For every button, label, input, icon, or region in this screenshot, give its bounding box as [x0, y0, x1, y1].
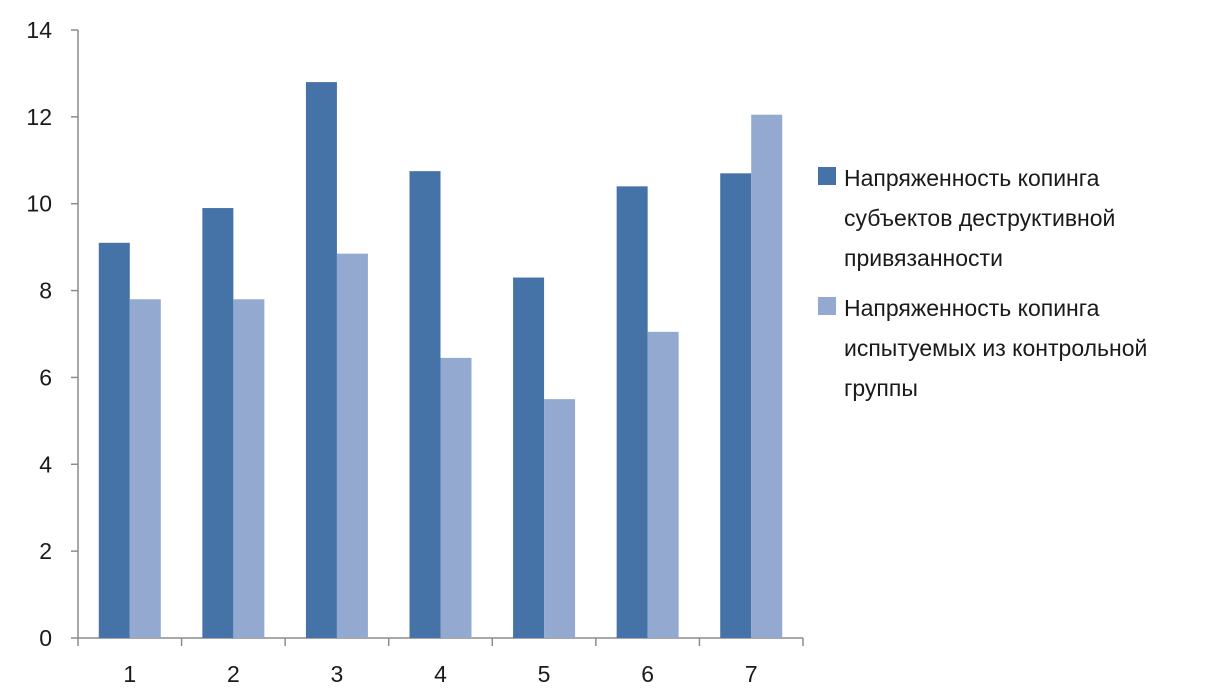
bar-series-2-cat-1	[129, 299, 161, 638]
bars	[98, 82, 783, 639]
y-tick-label: 10	[26, 191, 52, 217]
x-tick-label: 5	[538, 661, 551, 687]
x-tick-label: 3	[331, 661, 344, 687]
legend-item-series-2: Напряженность копинга испытуемых из конт…	[818, 288, 1214, 408]
y-tick-label: 14	[26, 17, 52, 43]
x-tick-label: 6	[641, 661, 654, 687]
bar-series-2-cat-2	[233, 299, 265, 638]
y-tick-label: 6	[39, 364, 52, 390]
bar-series-1-cat-7	[720, 173, 752, 639]
bar-series-1-cat-6	[616, 186, 648, 639]
bar-series-1-cat-4	[409, 171, 441, 638]
y-tick-label: 0	[39, 625, 52, 651]
bar-series-2-cat-6	[647, 331, 679, 638]
legend: Напряженность копинга субъектов деструкт…	[818, 158, 1214, 418]
axes	[71, 29, 804, 646]
y-tick-label: 12	[26, 104, 52, 130]
legend-swatch-series-2	[818, 297, 836, 315]
legend-swatch-series-1	[818, 167, 836, 185]
bar-series-2-cat-3	[336, 253, 368, 638]
y-tick-label: 8	[39, 278, 52, 304]
bar-series-1-cat-2	[202, 208, 234, 639]
x-tick-label: 7	[745, 661, 758, 687]
legend-label-series-2: Напряженность копинга испытуемых из конт…	[844, 295, 1148, 401]
legend-item-series-1: Напряженность копинга субъектов деструкт…	[818, 158, 1214, 278]
bar-series-1-cat-3	[305, 82, 337, 639]
bar-series-1-cat-5	[513, 277, 545, 638]
bar-series-2-cat-5	[544, 399, 576, 638]
x-tick-label: 2	[227, 661, 240, 687]
x-tick-label: 1	[123, 661, 136, 687]
y-tick-label: 2	[39, 538, 52, 564]
x-tick-label: 4	[434, 661, 447, 687]
bar-series-2-cat-4	[440, 357, 472, 638]
bar-series-1-cat-1	[98, 242, 130, 639]
legend-label-series-1: Напряженность копинга субъектов деструкт…	[844, 165, 1116, 271]
bar-series-2-cat-7	[751, 114, 783, 638]
y-tick-label: 4	[39, 451, 52, 477]
